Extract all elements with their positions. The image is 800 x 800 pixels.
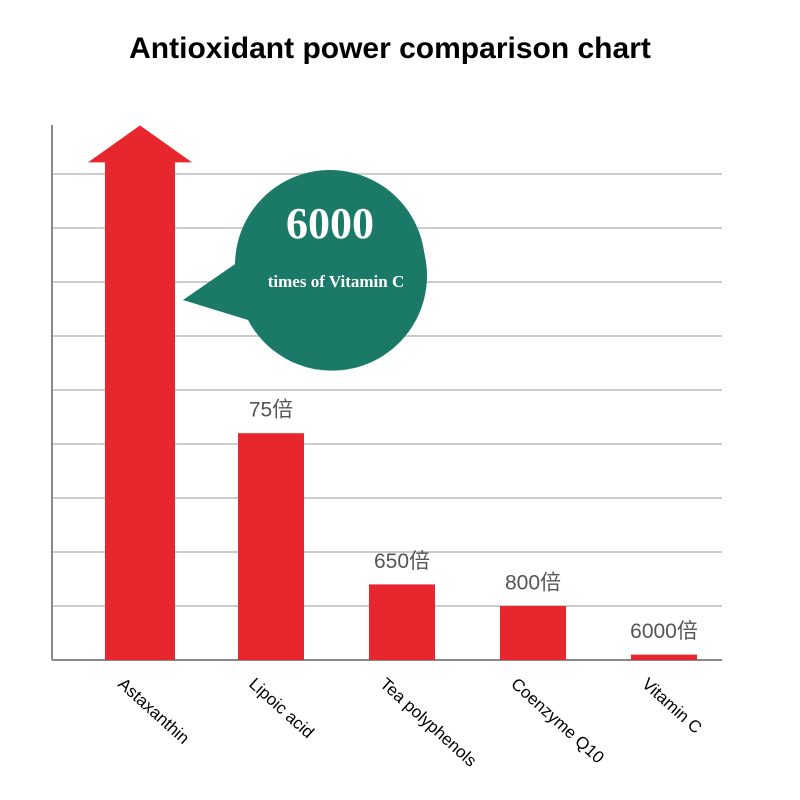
arrow-bar xyxy=(88,125,192,660)
callout-text: times of Vitamin C xyxy=(268,272,404,291)
bar xyxy=(631,654,697,660)
bar xyxy=(238,433,304,660)
x-tick-label: Coenzyme Q10 xyxy=(507,674,607,767)
value-annotation: 800倍 xyxy=(505,572,561,595)
x-tick-label: Astaxanthin xyxy=(114,674,193,748)
value-annotation: 6000倍 xyxy=(630,620,698,643)
bar xyxy=(369,584,435,660)
x-tick-label: Vitamin C xyxy=(638,674,705,737)
value-annotation: 75倍 xyxy=(249,399,293,422)
x-tick-label: Tea polyphenols xyxy=(376,674,480,770)
x-tick-label: Lipoic acid xyxy=(245,674,317,742)
chart-title: Antioxidant power comparison chart xyxy=(129,32,651,65)
callout-number: 6000 xyxy=(286,199,374,248)
callout-bubble xyxy=(235,170,425,360)
value-annotation: 650倍 xyxy=(374,550,430,573)
bar xyxy=(500,606,566,660)
